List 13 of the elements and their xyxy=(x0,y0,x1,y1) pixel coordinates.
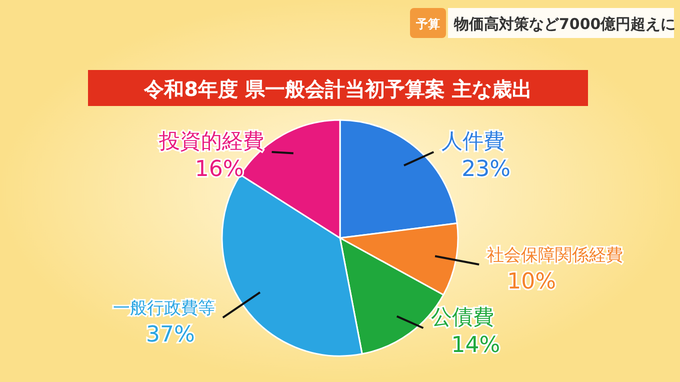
slice-label: 公債費 xyxy=(431,305,494,329)
slice-label: 人件費 xyxy=(442,129,505,153)
data-label: 10% xyxy=(507,270,556,295)
data-label: 37% xyxy=(146,322,195,348)
text: 物価高対策など7000億円超えに xyxy=(453,15,676,33)
slice-label: 投資的経費 xyxy=(158,129,264,153)
text: 予算 xyxy=(415,17,440,31)
chart-title: 令和8年度 県一般会計当初予算案 主な歳出 xyxy=(143,77,532,101)
data-label: 16% xyxy=(194,157,244,182)
slice-label: 社会保障関係経費 xyxy=(487,246,624,266)
data-label: 23% xyxy=(462,157,511,182)
data-label: 14% xyxy=(451,333,500,358)
slice-label: 一般行政費等 xyxy=(112,298,215,319)
